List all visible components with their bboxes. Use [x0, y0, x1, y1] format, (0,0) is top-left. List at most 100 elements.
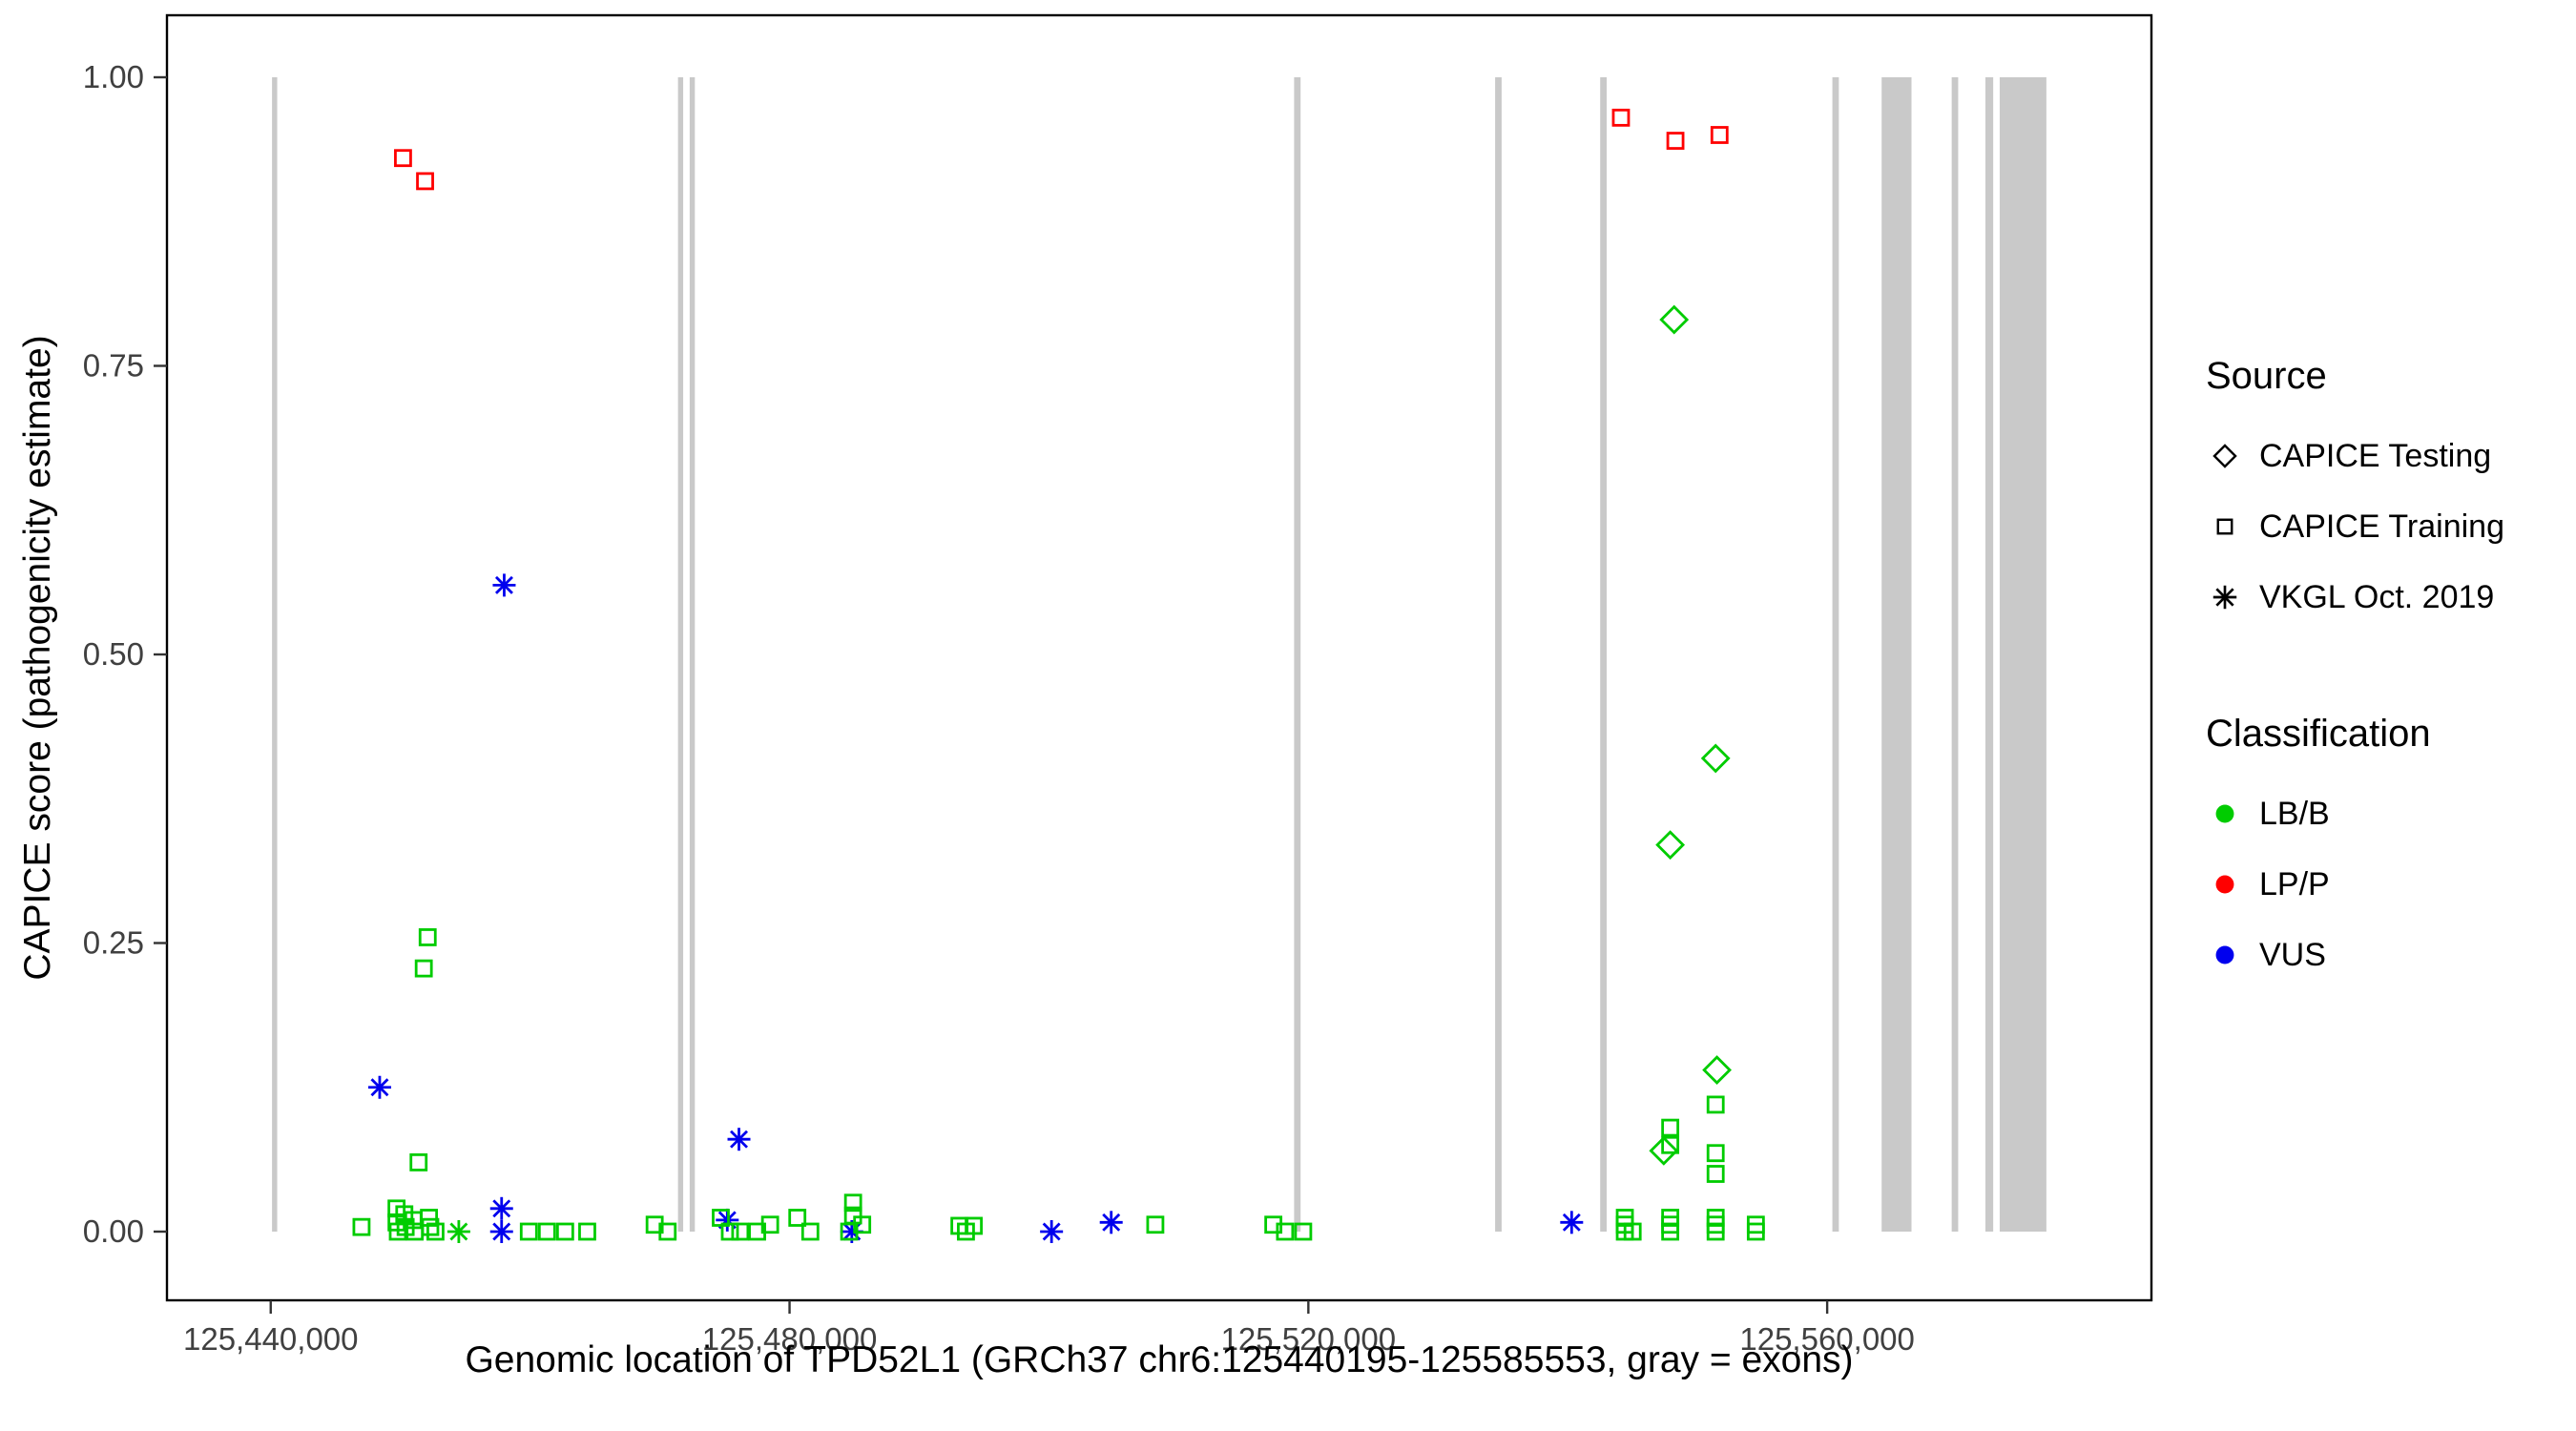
legend-item-label: LP/P [2259, 865, 2330, 902]
data-point-square [416, 172, 434, 191]
data-point-asterisk [489, 1196, 513, 1220]
data-point-square [1706, 1144, 1725, 1163]
data-point-square [1710, 126, 1729, 144]
legend-classification-group: Classification LB/B LP/P VUS [2206, 713, 2504, 990]
data-point-square [843, 1193, 862, 1213]
data-point-diamond [1700, 743, 1731, 774]
data-point-asterisk [1040, 1220, 1064, 1243]
data-point-square [555, 1222, 574, 1241]
x-tick-label: 125,480,000 [702, 1321, 878, 1357]
legend-classification-title: Classification [2206, 713, 2431, 755]
data-point-square [1706, 1222, 1725, 1241]
data-point-square [414, 959, 433, 978]
data-point-asterisk [447, 1220, 470, 1243]
legend-item-lbb: LB/B [2206, 778, 2504, 849]
exon-bar [689, 77, 696, 1232]
data-point-asterisk [1099, 1211, 1123, 1234]
exon-bar [1600, 77, 1608, 1232]
x-tick-label: 125,560,000 [1739, 1321, 1915, 1357]
data-point-square [1666, 132, 1685, 150]
y-tick-label: 0.50 [83, 636, 144, 672]
panel-border [165, 13, 2153, 1302]
exon-bar [1881, 77, 1912, 1232]
data-point-square [800, 1222, 820, 1241]
legend-item-lpp: LP/P [2206, 849, 2504, 920]
y-tick-label: 0.75 [83, 348, 144, 384]
exon-bar [1984, 77, 1994, 1232]
exon-bar [1495, 77, 1502, 1232]
x-tick-label: 125,520,000 [1221, 1321, 1397, 1357]
legend-item-capice-training: CAPICE Training [2206, 491, 2504, 562]
y-axis-title: CAPICE score (pathogenicity estimate) [17, 335, 58, 981]
asterisk-icon [2212, 585, 2237, 610]
x-tick-label: 125,440,000 [183, 1321, 359, 1357]
data-point-square [426, 1222, 445, 1241]
data-point-square [1611, 108, 1631, 127]
data-point-square [957, 1222, 975, 1241]
legend-item-vus: VUS [2206, 920, 2504, 990]
data-point-square [519, 1222, 538, 1241]
data-point-square [720, 1222, 739, 1241]
data-point-diamond [1655, 830, 1686, 861]
exon-bar [1951, 77, 1959, 1232]
data-point-square [1623, 1222, 1642, 1241]
data-point-square [409, 1153, 428, 1172]
legend-panel: Source CAPICE Testing CAPICE Training [2206, 355, 2504, 990]
data-point-square [1276, 1222, 1295, 1241]
exon-bar [272, 77, 278, 1232]
data-point-square [853, 1215, 872, 1234]
legend-item-vkgl: VKGL Oct. 2019 [2206, 562, 2504, 633]
data-point-square [712, 1209, 730, 1227]
data-point-square [1706, 1165, 1725, 1183]
data-point-asterisk [1560, 1211, 1584, 1234]
data-point-asterisk [492, 573, 516, 597]
legend-item-label: CAPICE Training [2259, 508, 2504, 545]
y-tick-label: 0.25 [83, 925, 144, 961]
legend-item-label: CAPICE Testing [2259, 437, 2492, 474]
data-point-square [421, 1217, 440, 1236]
data-point-square [1661, 1222, 1680, 1241]
data-point-square [395, 1205, 414, 1224]
y-tick-label: 1.00 [83, 59, 144, 94]
legend-source-group: Source CAPICE Testing CAPICE Training [2206, 355, 2504, 633]
diamond-icon [2212, 444, 2237, 468]
square-icon [2216, 518, 2233, 535]
data-point-square [537, 1222, 556, 1241]
data-point-square [394, 149, 412, 168]
red-dot-icon [2215, 875, 2234, 894]
data-point-asterisk [489, 1220, 513, 1243]
data-point-diamond [1649, 1135, 1679, 1166]
data-point-square [1146, 1215, 1165, 1234]
exon-bar [677, 77, 684, 1232]
y-tick-label: 0.00 [83, 1213, 144, 1249]
data-point-square [658, 1222, 677, 1241]
data-point-square [352, 1217, 371, 1236]
exon-bar [1832, 77, 1839, 1232]
data-point-diamond [1702, 1055, 1732, 1086]
legend-item-capice-testing: CAPICE Testing [2206, 421, 2504, 491]
data-point-square [731, 1222, 750, 1241]
data-point-square [1661, 1135, 1680, 1154]
data-point-diamond [1659, 304, 1690, 335]
green-dot-icon [2215, 804, 2234, 823]
data-point-square [1294, 1222, 1313, 1241]
legend-item-label: VKGL Oct. 2019 [2259, 578, 2495, 615]
data-point-square [578, 1222, 596, 1241]
data-point-square [1746, 1222, 1765, 1241]
data-point-square [788, 1209, 807, 1227]
data-point-asterisk [367, 1075, 391, 1099]
data-point-square [418, 928, 437, 946]
legend-item-label: VUS [2259, 936, 2326, 973]
legend-source-title: Source [2206, 355, 2327, 397]
x-axis-title: Genomic location of TPD52L1 (GRCh37 chr6… [465, 1339, 1854, 1380]
data-point-square [1661, 1118, 1680, 1137]
exon-bar [1999, 77, 2046, 1232]
blue-dot-icon [2215, 945, 2234, 964]
legend-item-label: LB/B [2259, 795, 2330, 832]
data-point-asterisk [727, 1128, 751, 1151]
data-point-square [1706, 1095, 1725, 1114]
data-point-square [760, 1215, 779, 1234]
exon-bar [1294, 77, 1301, 1232]
